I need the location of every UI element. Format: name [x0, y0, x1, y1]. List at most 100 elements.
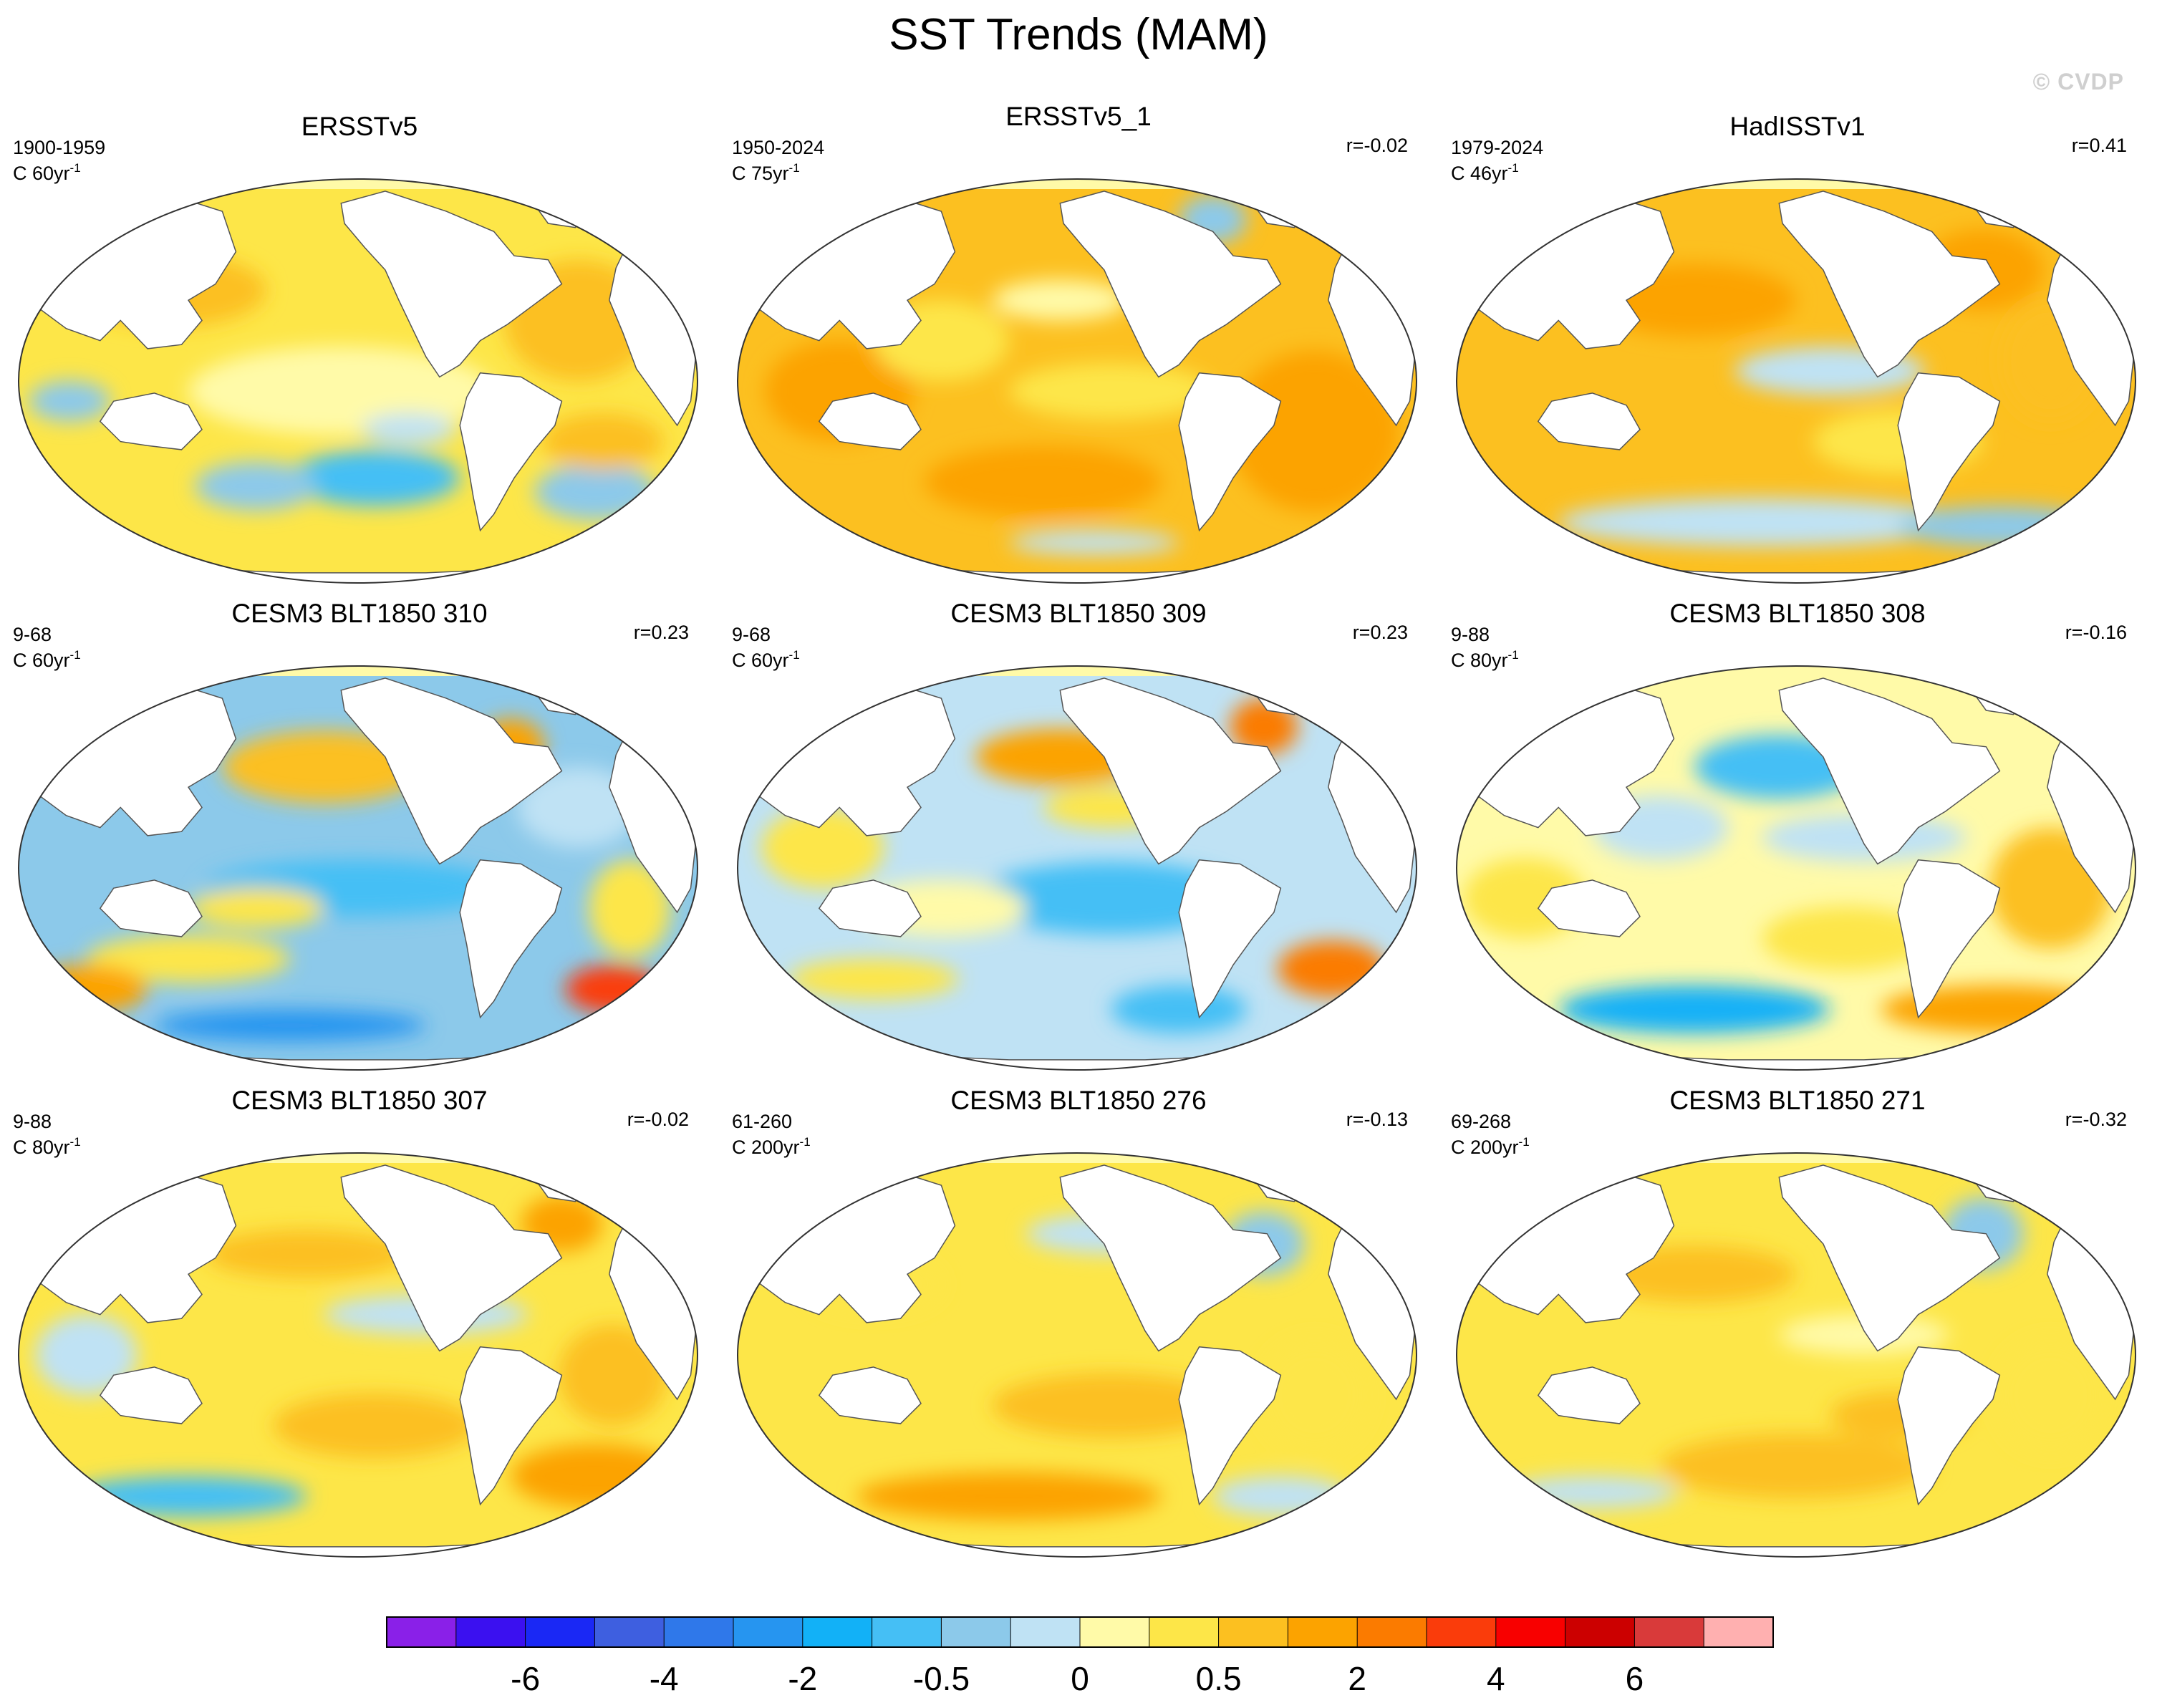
sst-trend-map — [1456, 178, 2136, 584]
panel-period: 61-260 — [732, 1111, 793, 1132]
trend-region — [195, 461, 318, 511]
panel-period: 9-68 — [732, 624, 771, 645]
map-panel: ERSSTv5_1 1950-2024 C 75yr-1 r=-0.02 — [719, 100, 1438, 587]
arctic-band — [1457, 179, 2136, 189]
panel-period-unit: 9-88 C 80yr-1 — [1451, 622, 1519, 673]
panel-title: HadISSTv1 — [1729, 112, 1866, 141]
trend-region — [1009, 362, 1213, 420]
colorbar-swatch — [387, 1617, 457, 1647]
colorbar-tick-label: 4 — [1487, 1660, 1505, 1697]
panel-correlation: r=0.41 — [2071, 135, 2127, 156]
panel-period-unit: 1900-1959 C 60yr-1 — [13, 135, 105, 186]
map-outline — [18, 1152, 698, 1558]
colorbar-swatch — [1288, 1617, 1358, 1647]
map-outline — [18, 665, 698, 1071]
map-panel: CESM3 BLT1850 276 61-260 C 200yr-1 r=-0.13 — [719, 1074, 1438, 1561]
trend-region — [1260, 1338, 1369, 1452]
panel-title: ERSSTv5 — [301, 112, 418, 141]
arctic-band — [738, 666, 1417, 676]
trend-region — [541, 413, 664, 471]
arctic-band — [19, 1153, 698, 1163]
land-mask — [738, 1160, 1417, 1557]
map-outline — [1456, 665, 2136, 1071]
trend-region — [86, 935, 291, 983]
panel-unit: C 60yr-1 — [13, 161, 81, 184]
trend-region — [29, 381, 110, 422]
map-panel: CESM3 BLT1850 307 9-88 C 80yr-1 r=-0.02 — [0, 1074, 719, 1561]
arctic-band — [738, 179, 1417, 189]
sst-trend-map — [1456, 1152, 2136, 1558]
panel-period-unit: 9-68 C 60yr-1 — [732, 622, 800, 673]
trend-region — [69, 1476, 307, 1517]
sst-trend-map — [1456, 665, 2136, 1071]
land-mask — [19, 673, 698, 1070]
colorbar-swatch — [455, 1617, 526, 1647]
arctic-band — [19, 179, 698, 189]
land-mask — [19, 186, 698, 583]
map-outline — [1456, 178, 2136, 584]
trend-region — [1212, 1476, 1349, 1517]
panel-period-unit: 1950-2024 C 75yr-1 — [732, 135, 824, 186]
colorbar-swatch — [941, 1617, 1011, 1647]
trend-region — [1230, 350, 1400, 513]
panel-period: 69-268 — [1451, 1111, 1512, 1132]
land-mask — [19, 1160, 698, 1557]
panel-correlation: r=0.23 — [633, 622, 689, 643]
trend-region — [35, 1314, 137, 1396]
panel-correlation: r=-0.02 — [627, 1109, 689, 1130]
panel-correlation: r=-0.13 — [1346, 1109, 1408, 1130]
colorbar-swatch — [1634, 1617, 1704, 1647]
colorbar-swatch — [1218, 1617, 1288, 1647]
trend-region — [1111, 985, 1247, 1034]
trend-region — [856, 1472, 1162, 1521]
panel-correlation: r=-0.02 — [1346, 135, 1408, 156]
sst-trend-map — [737, 665, 1417, 1071]
panel-unit: C 200yr-1 — [1451, 1135, 1530, 1158]
panel-period: 1950-2024 — [732, 137, 825, 158]
trend-region — [534, 463, 657, 521]
panel-period: 9-68 — [13, 624, 52, 645]
panel-title: CESM3 BLT1850 309 — [950, 599, 1207, 628]
land-mask — [1457, 1160, 2136, 1557]
panel-title: CESM3 BLT1850 271 — [1669, 1086, 1926, 1115]
colorbar-swatch — [872, 1617, 942, 1647]
figure-title: SST Trends (MAM) — [889, 10, 1268, 59]
trend-region — [290, 449, 460, 506]
panel-period: 9-88 — [13, 1111, 52, 1132]
colorbar-swatch — [664, 1617, 734, 1647]
colorbar-swatch — [802, 1617, 873, 1647]
trend-region — [761, 807, 884, 889]
trend-region — [1009, 530, 1179, 555]
map-panel: HadISSTv1 1979-2024 C 46yr-1 r=0.41 — [1438, 100, 2157, 587]
panel-correlation: r=0.23 — [1352, 622, 1408, 643]
panel-period: 1900-1959 — [13, 137, 106, 158]
trend-region — [205, 1230, 410, 1278]
panel-unit: C 200yr-1 — [732, 1135, 811, 1158]
panel-period: 9-88 — [1451, 624, 1490, 645]
arctic-band — [738, 1153, 1417, 1163]
trend-region — [1996, 1338, 2105, 1452]
panel-title: CESM3 BLT1850 276 — [950, 1086, 1207, 1115]
cvdp-watermark: © CVDP — [2032, 69, 2124, 95]
trend-region — [565, 965, 660, 1014]
colorbar-swatch — [1427, 1617, 1497, 1647]
panel-unit: C 60yr-1 — [732, 648, 800, 671]
colorbar-swatch — [1080, 1617, 1150, 1647]
colorbar-tick-label: 2 — [1348, 1660, 1366, 1697]
trend-region — [1660, 1433, 1932, 1499]
trend-region — [188, 347, 494, 436]
trend-region — [1558, 498, 1966, 547]
land-mask — [738, 673, 1417, 1070]
map-outline — [737, 178, 1417, 584]
sst-trend-map — [18, 665, 698, 1071]
colorbar-swatch — [1495, 1617, 1566, 1647]
trend-region — [361, 413, 457, 446]
land-mask — [1457, 673, 2136, 1070]
panel-period: 1979-2024 — [1451, 137, 1544, 158]
sst-trend-map — [18, 178, 698, 584]
trend-region — [992, 1373, 1230, 1438]
map-outline — [737, 665, 1417, 1071]
colorbar-frame — [386, 1616, 1774, 1648]
panel-unit: C 80yr-1 — [1451, 648, 1519, 671]
trend-region — [558, 1324, 667, 1426]
